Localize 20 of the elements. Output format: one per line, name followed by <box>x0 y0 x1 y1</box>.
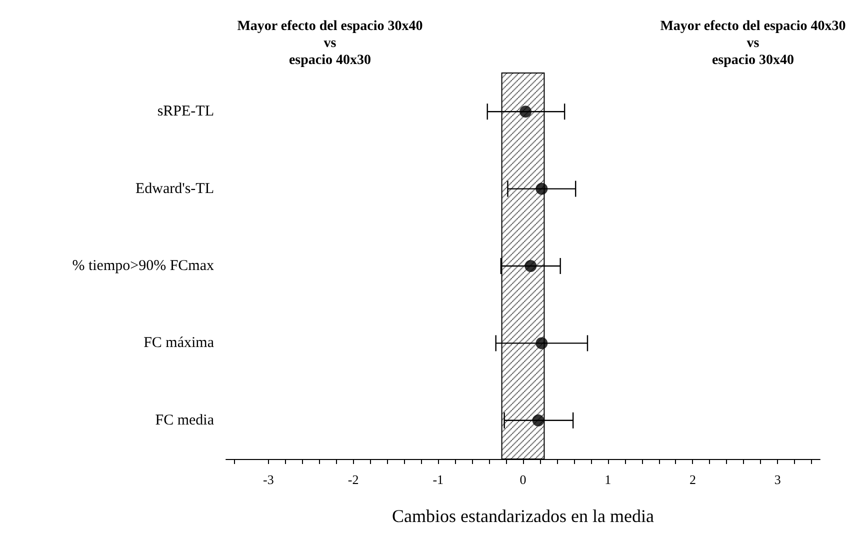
point <box>536 337 548 350</box>
x-tick-label: -2 <box>348 472 359 487</box>
y-tick-label: sRPE-TL <box>157 104 214 120</box>
y-tick-label: FC media <box>155 412 214 428</box>
text: Mayor efecto del espacio 30x40 vs espacio 40x30 <box>237 19 423 68</box>
y-tick-label: % tiempo>90% FCmax <box>72 258 214 274</box>
x-tick-label: 2 <box>689 472 696 487</box>
x-tick-label: 0 <box>520 472 526 487</box>
point <box>520 106 532 118</box>
point <box>532 414 544 426</box>
y-tick-label: Edward's-TL <box>135 180 214 197</box>
x-tick-label: 1 <box>604 472 612 487</box>
point <box>524 260 537 272</box>
text: Mayor efecto del espacio 40x30 vs espacio 30x40 <box>660 19 846 68</box>
x-tick-label: -1 <box>432 472 444 487</box>
x-tick-label: -3 <box>263 472 274 487</box>
x-axis-title: Cambios estandarizados en la media <box>392 506 654 526</box>
y-tick-label: FC máxima <box>144 335 214 352</box>
x-tick-label: 3 <box>774 472 781 487</box>
point <box>536 182 548 195</box>
